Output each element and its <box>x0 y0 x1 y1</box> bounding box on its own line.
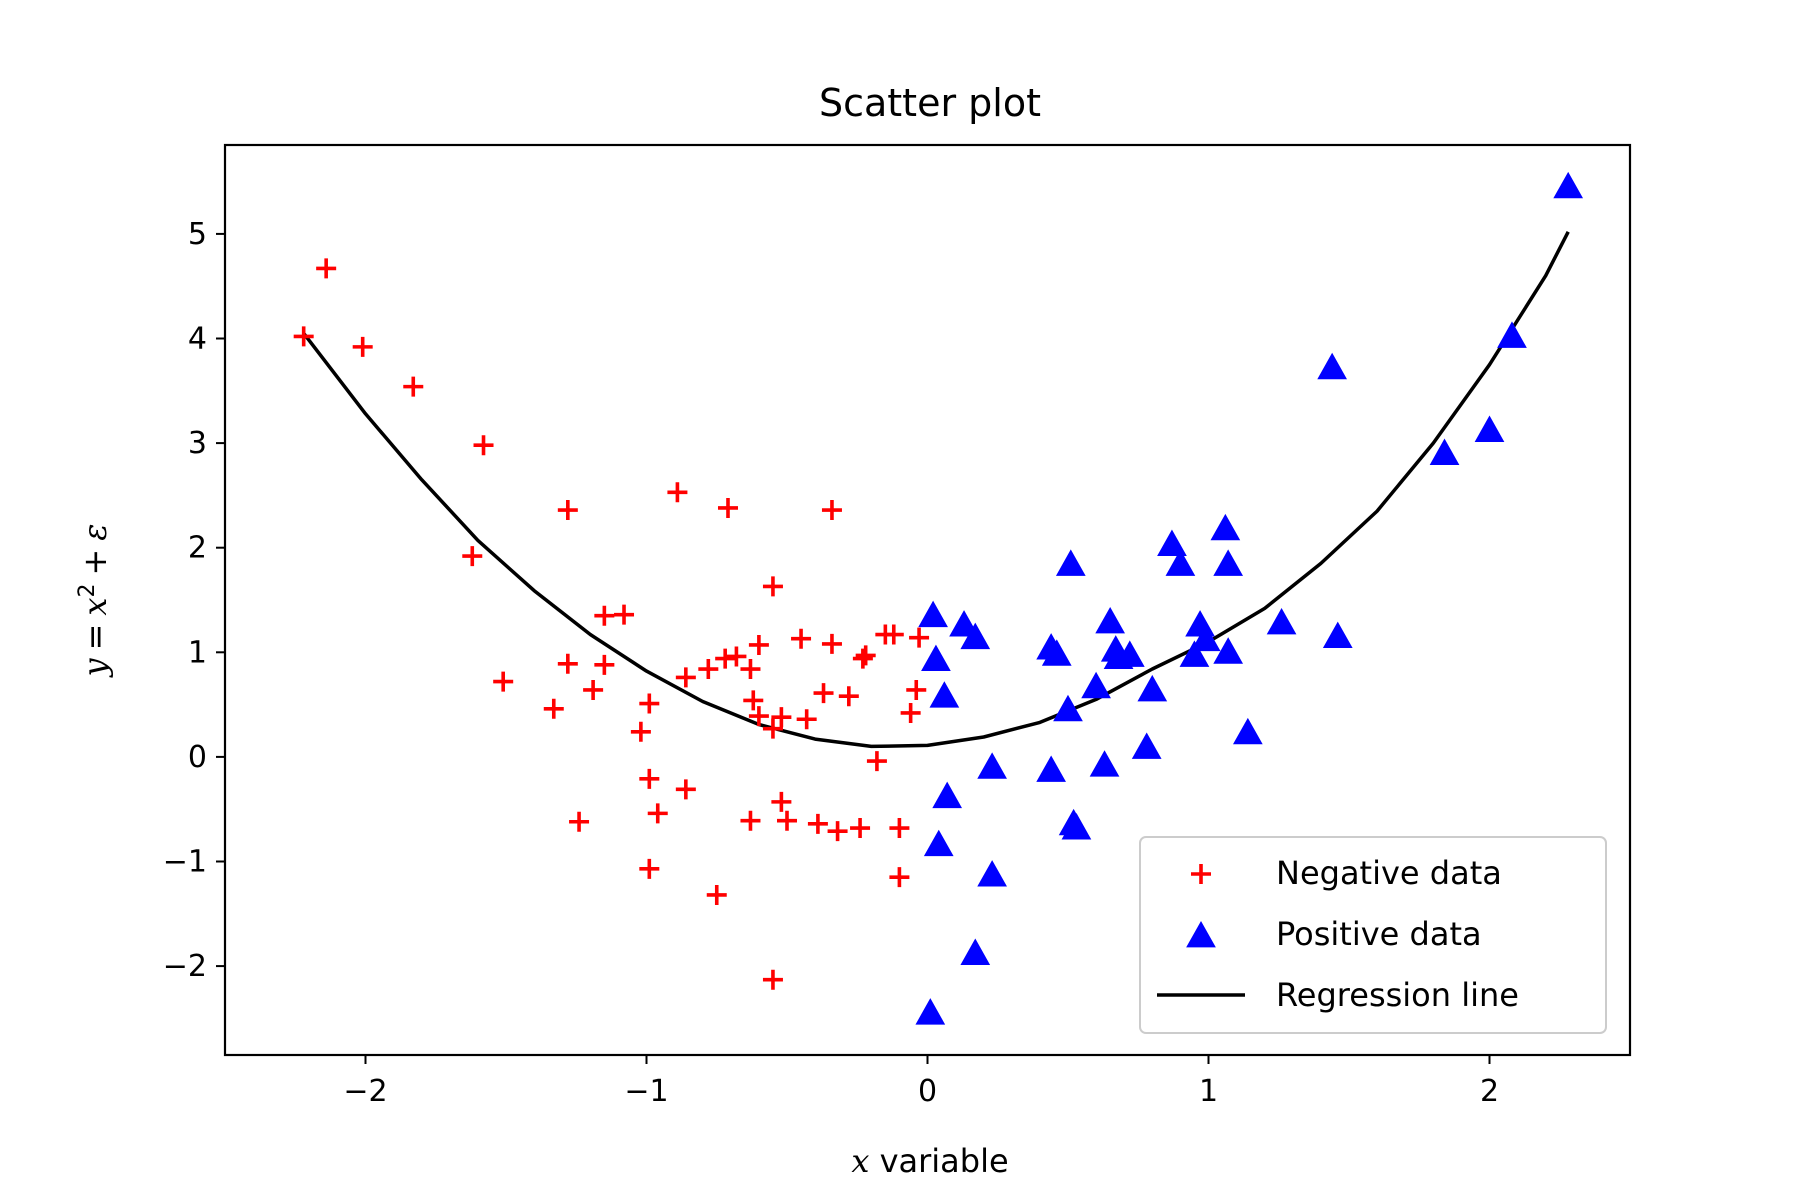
y-axis-base: x <box>76 598 114 616</box>
y-tick-label: 2 <box>188 531 207 566</box>
y-tick-label: −1 <box>163 844 207 879</box>
x-axis-variable: x <box>851 1142 869 1180</box>
legend-label-negative: Negative data <box>1276 854 1502 892</box>
y-tick-label: 5 <box>188 217 207 252</box>
y-tick-label: 3 <box>188 426 207 461</box>
y-axis-epsilon: ε <box>76 524 114 541</box>
y-tick-label: 1 <box>188 635 207 670</box>
x-tick-label: 0 <box>918 1074 937 1109</box>
chart-title: Scatter plot <box>819 81 1041 125</box>
y-axis-variable: y <box>76 657 114 678</box>
x-tick-label: −1 <box>624 1074 668 1109</box>
y-axis-exponent: 2 <box>75 584 100 598</box>
y-tick-label: 4 <box>188 322 207 357</box>
legend-label-regression: Regression line <box>1276 976 1519 1014</box>
x-axis-label: x variable <box>851 1142 1008 1180</box>
legend: Negative data Positive data Regression l… <box>1140 837 1606 1033</box>
x-tick-label: 2 <box>1480 1074 1499 1109</box>
x-tick-label: 1 <box>1199 1074 1218 1109</box>
x-tick-label: −2 <box>343 1074 387 1109</box>
y-tick-label: −2 <box>163 949 207 984</box>
x-axis-label-rest: variable <box>869 1142 1008 1180</box>
y-tick-label: 0 <box>188 740 207 775</box>
y-axis-equals: = <box>76 624 114 651</box>
legend-label-positive: Positive data <box>1276 915 1482 953</box>
y-axis-plus: + <box>76 549 114 576</box>
